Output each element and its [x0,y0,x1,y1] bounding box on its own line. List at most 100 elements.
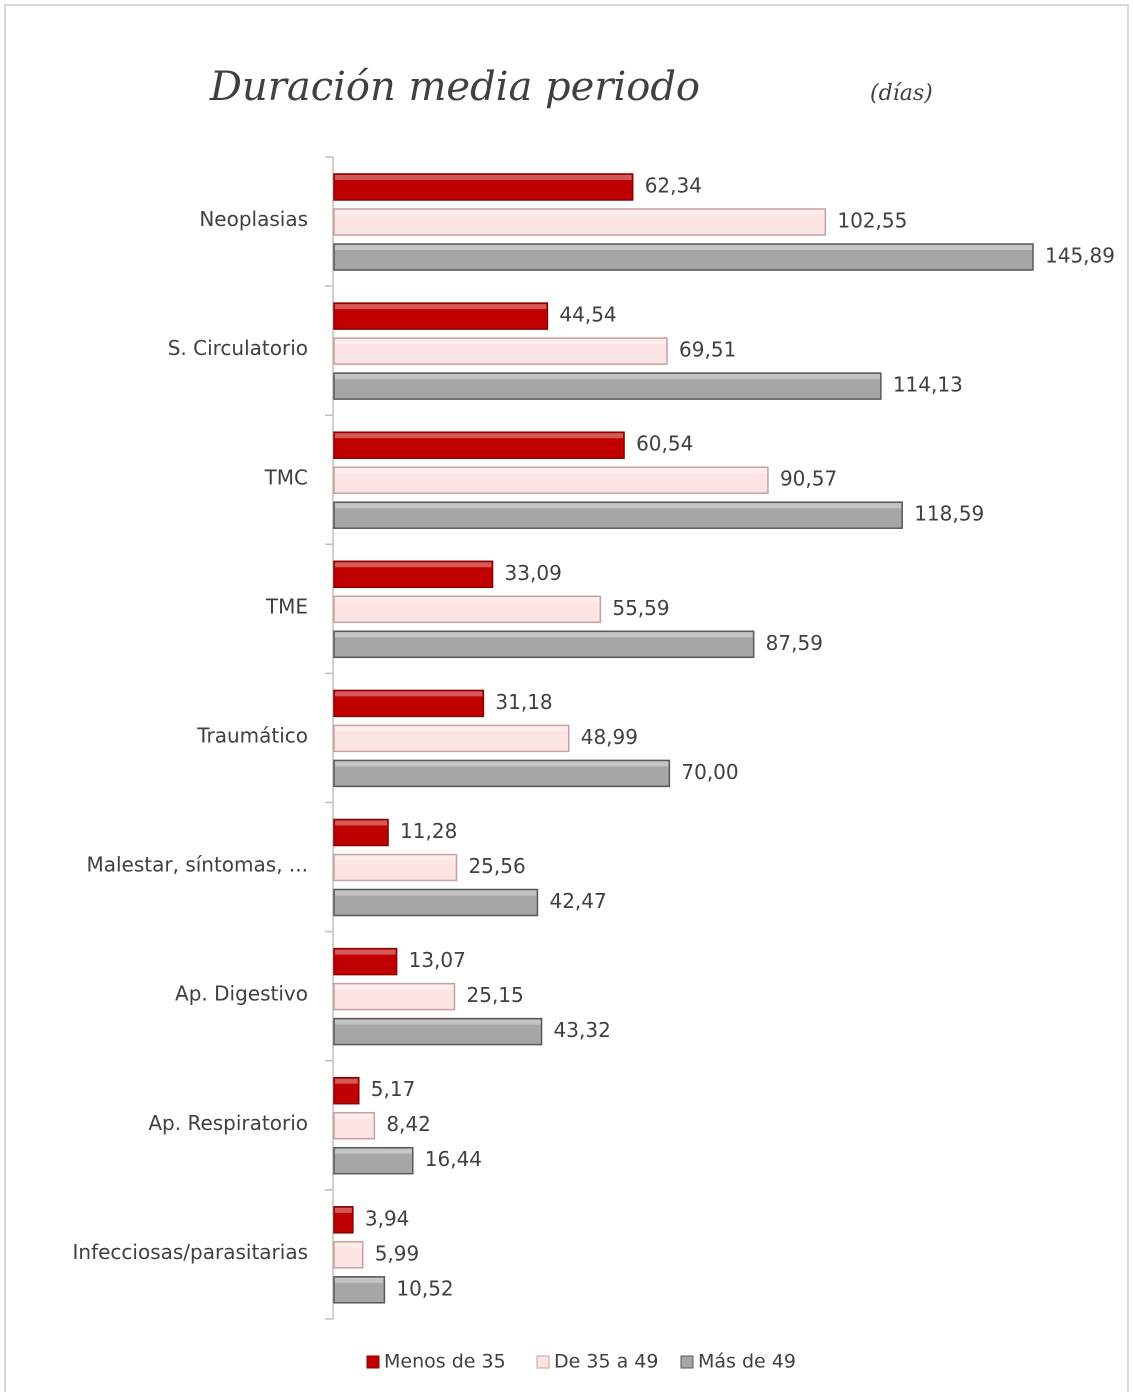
bar [333,595,602,624]
y-tick-label: S. Circulatorio [168,336,308,360]
data-label: 48,99 [581,725,638,749]
data-label: 90,57 [780,467,837,491]
data-label: 60,54 [636,432,693,456]
bar-highlight [335,433,624,439]
bar-highlight [335,339,667,345]
bar-highlight [335,562,492,568]
bar [333,501,903,529]
data-label: 3,94 [365,1206,410,1230]
bar [333,372,882,400]
bar [333,1206,354,1234]
bar-highlight [335,855,456,861]
bar [333,759,671,788]
y-tick-label: Traumático [196,723,308,747]
bar [333,560,494,589]
y-tick-label: Ap. Respiratorio [148,1111,308,1135]
bar-highlight [335,210,825,215]
bar-highlight [335,726,568,732]
bar-highlight [335,761,669,767]
bar [333,689,485,718]
bar-highlight [335,304,547,310]
data-label: 33,09 [505,561,562,585]
bar-highlight [335,984,454,990]
chart-frame [4,4,1129,1392]
bar [333,1241,364,1269]
bar-highlight [335,503,902,509]
data-label: 70,00 [681,760,738,784]
data-label: 8,42 [386,1112,431,1136]
bar [333,302,549,330]
data-label: 118,59 [914,502,984,526]
bar-highlight [335,1277,384,1283]
bar-highlight [335,691,483,697]
bar-highlight [335,597,600,603]
y-tick-label: TMC [264,465,308,489]
bar-highlight [335,890,537,896]
bar [333,630,755,659]
chart-title: Duración media periodo [209,64,700,110]
data-label: 16,44 [425,1147,482,1171]
bar [333,888,539,917]
legend-label: De 35 a 49 [554,1351,658,1373]
data-label: 55,59 [612,596,669,620]
legend-label: Más de 49 [698,1351,796,1373]
data-label: 5,17 [371,1077,416,1101]
bar-highlight [335,949,396,955]
bar [333,853,458,882]
data-label: 5,99 [375,1241,420,1265]
legend-swatch [680,1355,694,1369]
bar-highlight [335,1078,358,1084]
data-label: 114,13 [893,373,963,397]
bar-highlight [335,632,753,638]
bar [333,1146,414,1175]
data-label: 87,59 [766,631,823,655]
bar-highlight [335,1113,374,1119]
data-label: 25,15 [467,983,524,1007]
bar [333,947,398,976]
data-label: 31,18 [495,690,552,714]
bar-highlight [335,1148,412,1154]
bar [333,337,668,365]
data-label: 62,34 [645,174,702,198]
data-label: 13,07 [409,948,466,972]
data-label: 42,47 [549,889,606,913]
bar [333,818,389,847]
bar [333,1076,360,1105]
y-tick-label: Neoplasias [199,207,308,231]
bar [333,431,625,459]
bar-highlight [335,1242,362,1248]
bar [333,1017,543,1046]
data-label: 43,32 [554,1018,611,1042]
bar [333,466,769,494]
bar [333,173,634,201]
y-tick-label: Infecciosas/parasitarias [73,1240,309,1264]
y-tick-label: Malestar, síntomas, ... [86,853,308,877]
bar-highlight [335,175,632,180]
bar-highlight [335,1207,352,1213]
chart-subtitle: (días) [870,81,933,106]
data-label: 10,52 [396,1276,453,1300]
data-label: 25,56 [468,854,525,878]
data-label: 11,28 [400,819,457,843]
bar-highlight [335,820,388,826]
bar-highlight [335,245,1032,250]
data-label: 145,89 [1045,244,1115,268]
bar [333,1111,376,1140]
bar-highlight [335,468,767,474]
bar [333,1276,386,1304]
bar [333,243,1034,271]
data-label: 69,51 [679,338,736,362]
bar [333,982,456,1011]
data-label: 102,55 [837,209,907,233]
y-tick-label: TME [265,594,308,618]
bar [333,208,827,236]
legend-swatch [536,1355,550,1369]
legend-swatch [366,1355,380,1369]
bar-highlight [335,374,880,380]
bar-highlight [335,1019,541,1025]
y-tick-label: Ap. Digestivo [175,982,308,1006]
data-label: 44,54 [559,303,616,327]
bar [333,724,570,753]
legend-label: Menos de 35 [384,1351,506,1373]
